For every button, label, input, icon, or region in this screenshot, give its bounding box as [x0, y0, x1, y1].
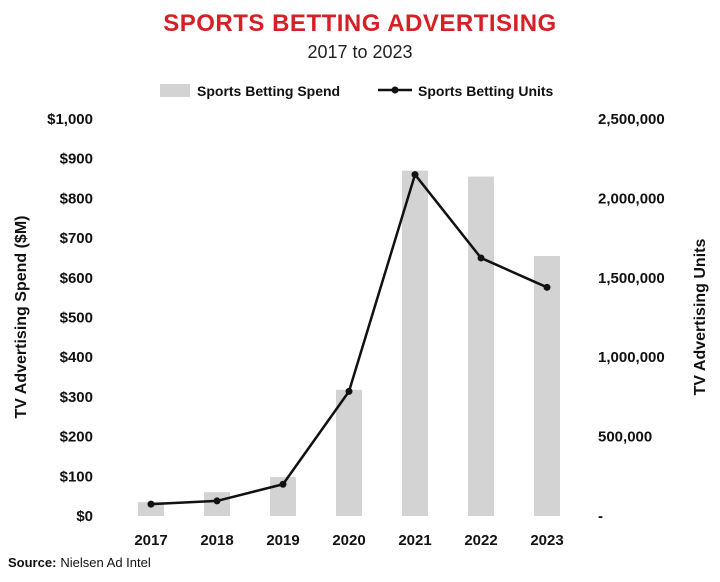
- right-tick-label: 2,000,000: [598, 190, 665, 207]
- left-tick-label: $800: [60, 190, 93, 207]
- units-point-2021: [411, 171, 419, 179]
- legend-label-spend: Sports Betting Spend: [197, 83, 340, 99]
- units-point-2023: [543, 283, 551, 291]
- chart-title: SPORTS BETTING ADVERTISING: [163, 10, 556, 37]
- units-point-2017: [147, 500, 155, 508]
- units-point-2020: [345, 387, 353, 395]
- chart-subtitle: 2017 to 2023: [307, 42, 412, 62]
- bar-2023: [534, 255, 560, 516]
- left-tick-label: $500: [60, 310, 93, 327]
- legend: Sports Betting Spend Sports Betting Unit…: [160, 83, 554, 99]
- right-tick-label: 1,000,000: [598, 349, 665, 366]
- x-tick-label: 2020: [332, 532, 365, 549]
- units-point-2022: [477, 254, 485, 262]
- left-axis-label: TV Advertising Spend ($M): [13, 216, 30, 419]
- left-tick-label: $0: [76, 508, 93, 525]
- bar-2021: [402, 170, 428, 517]
- left-tick-label: $600: [60, 270, 93, 287]
- legend-marker-units: [391, 86, 399, 94]
- left-tick-label: $900: [60, 151, 93, 168]
- left-tick-label: $100: [60, 468, 93, 485]
- left-tick-label: $300: [60, 389, 93, 406]
- x-tick-label: 2022: [464, 532, 497, 549]
- x-tick-label: 2023: [530, 532, 563, 549]
- left-axis-ticks: $0 $100 $200 $300 $400 $500 $600 $700 $800 $900 $1…: [47, 111, 93, 525]
- left-tick-label: $700: [60, 230, 93, 247]
- x-tick-label: 2018: [200, 532, 233, 549]
- right-axis-label: TV Advertising Units: [692, 239, 709, 396]
- x-tick-label: 2021: [398, 532, 431, 549]
- source-text: Nielsen Ad Intel: [60, 555, 150, 570]
- x-tick-label: 2019: [266, 532, 299, 549]
- left-tick-label: $1,000: [47, 111, 93, 128]
- source-note: Source: Nielsen Ad Intel: [8, 555, 151, 570]
- bar-2017: [138, 502, 164, 516]
- line-series: [147, 171, 551, 508]
- bar-2020: [336, 389, 362, 516]
- right-tick-label: -: [598, 508, 603, 525]
- right-tick-label: 500,000: [598, 429, 652, 446]
- right-tick-label: 2,500,000: [598, 111, 665, 128]
- left-tick-label: $400: [60, 349, 93, 366]
- bar-series: [138, 170, 560, 517]
- x-axis-ticks: 2017 2018 2019 2020 2021 2022 2023: [134, 532, 563, 549]
- bar-2022: [468, 176, 494, 516]
- units-point-2019: [279, 480, 287, 488]
- units-point-2018: [213, 497, 221, 505]
- legend-swatch-spend: [160, 84, 190, 97]
- right-axis-ticks: - 500,000 1,000,000 1,500,000 2,000,000 2,500…: [598, 111, 665, 525]
- x-tick-label: 2017: [134, 532, 167, 549]
- legend-label-units: Sports Betting Units: [418, 83, 554, 99]
- right-tick-label: 1,500,000: [598, 270, 665, 287]
- left-tick-label: $200: [60, 429, 93, 446]
- source-label: Source:: [8, 555, 56, 570]
